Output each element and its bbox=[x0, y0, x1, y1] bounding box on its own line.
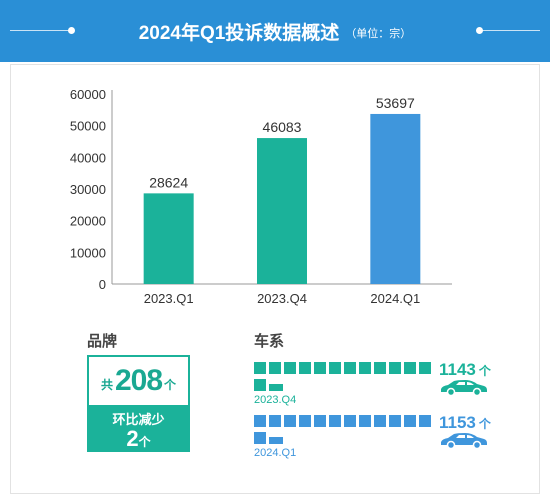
y-tick-label: 50000 bbox=[70, 119, 106, 134]
series-value-number-2024q1: 1153 bbox=[439, 413, 476, 432]
series-square bbox=[314, 415, 326, 427]
car-icon bbox=[441, 380, 487, 397]
series-square bbox=[344, 362, 356, 374]
y-tick-label: 60000 bbox=[70, 87, 106, 102]
bar-data-label: 46083 bbox=[263, 119, 302, 135]
series-value-unit-2024q1: 个 bbox=[478, 417, 491, 431]
series-square bbox=[404, 362, 416, 374]
series-square bbox=[359, 362, 371, 374]
series-square bbox=[284, 362, 296, 374]
x-tick-label: 2023.Q4 bbox=[257, 291, 307, 306]
series-value-2024q1: 1153 个 bbox=[439, 413, 491, 433]
bar bbox=[143, 193, 194, 284]
y-tick-label: 10000 bbox=[70, 245, 106, 260]
brand-total-value: 208 bbox=[114, 364, 163, 397]
y-tick-label: 30000 bbox=[70, 182, 106, 197]
series-square bbox=[374, 415, 386, 427]
series-square bbox=[389, 362, 401, 374]
series-square bbox=[374, 362, 386, 374]
series-square bbox=[269, 362, 281, 374]
header-right-line bbox=[480, 30, 540, 31]
series-square bbox=[314, 362, 326, 374]
brand-total-prefix: 共 bbox=[100, 377, 113, 392]
series-square bbox=[254, 379, 266, 391]
page-title: 2024年Q1投诉数据概述 bbox=[138, 22, 340, 44]
series-row-2023q4: 2023.Q4 1143 个 bbox=[254, 360, 494, 415]
brand-total: 共 208 个 bbox=[89, 357, 188, 405]
series-square bbox=[269, 415, 281, 427]
series-square bbox=[329, 415, 341, 427]
brand-change: 环比减少 2个 bbox=[89, 405, 188, 450]
series-value-2023q4: 1143 个 bbox=[439, 360, 491, 380]
header-left-dot bbox=[68, 27, 75, 34]
series-square bbox=[359, 415, 371, 427]
series-square bbox=[299, 362, 311, 374]
brand-change-unit: 个 bbox=[138, 435, 151, 449]
y-tick-label: 40000 bbox=[70, 150, 106, 165]
series-period-2024q1: 2024.Q1 bbox=[254, 447, 297, 459]
bar bbox=[257, 138, 307, 284]
unit-label: （单位：宗） bbox=[345, 28, 412, 40]
bar-chart: 0 10000 20000 30000 40000 50000 60000 28624 2023… bbox=[70, 87, 452, 306]
y-tick-label: 0 bbox=[99, 277, 106, 292]
series-row-2024q1: 2024.Q1 1153 个 bbox=[254, 413, 494, 468]
series-square bbox=[299, 415, 311, 427]
x-tick-label: 2023.Q1 bbox=[144, 291, 194, 306]
series-square bbox=[419, 362, 431, 374]
series-square bbox=[329, 362, 341, 374]
header-banner: 2024年Q1投诉数据概述 （单位：宗） bbox=[0, 0, 550, 62]
brand-change-label: 环比减少 bbox=[112, 412, 165, 427]
bar bbox=[370, 113, 421, 284]
series-square-partial bbox=[269, 437, 283, 444]
series-square bbox=[389, 415, 401, 427]
series-square bbox=[254, 415, 266, 427]
brand-section-title: 品牌 bbox=[87, 333, 118, 350]
series-value-number-2023q4: 1143 bbox=[439, 360, 476, 379]
header-right-dot bbox=[476, 27, 483, 34]
brand-summary-box: 共 208 个 环比减少 2个 bbox=[87, 355, 190, 452]
bar-data-label: 28624 bbox=[149, 174, 188, 190]
series-square bbox=[404, 415, 416, 427]
brand-change-value: 2 bbox=[126, 426, 139, 451]
bar-data-label: 53697 bbox=[376, 95, 415, 111]
series-section-title: 车系 bbox=[254, 333, 285, 350]
series-square bbox=[254, 432, 266, 444]
series-square bbox=[344, 415, 356, 427]
series-square-partial bbox=[269, 384, 283, 391]
header-left-line bbox=[10, 30, 70, 31]
series-square bbox=[254, 362, 266, 374]
series-period-2023q4: 2023.Q4 bbox=[254, 394, 297, 406]
car-icon bbox=[441, 433, 487, 450]
series-square bbox=[284, 415, 296, 427]
series-square bbox=[419, 415, 431, 427]
brand-total-unit: 个 bbox=[164, 377, 177, 392]
x-tick-label: 2024.Q1 bbox=[370, 291, 420, 306]
y-tick-label: 20000 bbox=[70, 214, 106, 229]
series-value-unit-2023q4: 个 bbox=[478, 364, 491, 378]
